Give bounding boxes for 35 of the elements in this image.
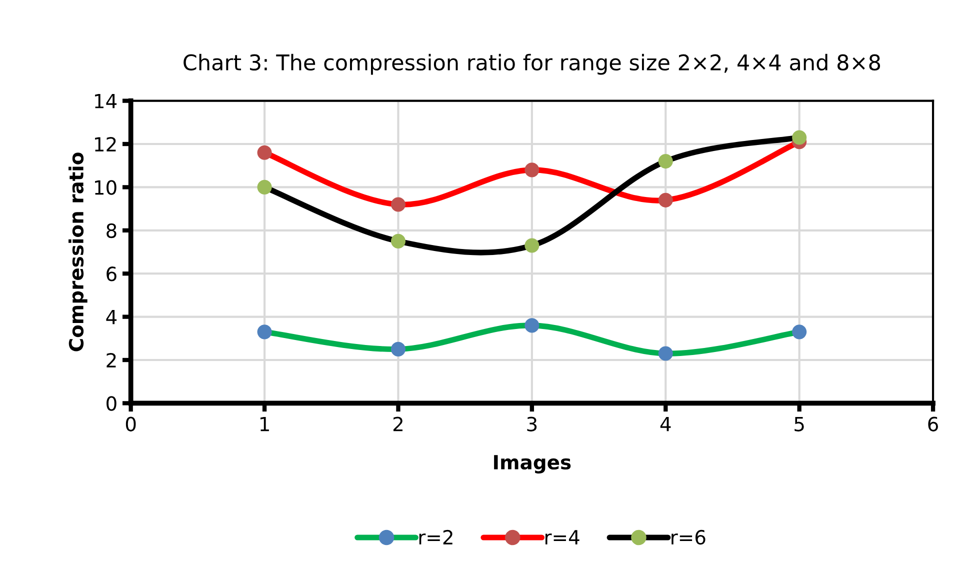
x-tick-label: 4 <box>660 416 671 432</box>
x-tick-label: 2 <box>393 416 402 432</box>
y-tick-label: 12 <box>95 136 116 152</box>
x-tick-label: 6 <box>928 416 938 432</box>
y-tick-label: 2 <box>106 352 116 368</box>
y-tick-label: 4 <box>106 310 117 324</box>
x-tick-label: 1 <box>260 416 269 432</box>
legend-label: r=2 <box>419 530 452 544</box>
y-tick-label: 6 <box>106 266 116 282</box>
y-tick-label: 8 <box>106 223 116 238</box>
x-tick-label: 0 <box>126 416 136 432</box>
x-tick-label: 5 <box>794 416 804 432</box>
point <box>257 180 272 194</box>
point <box>390 234 406 248</box>
x-axis-title: Images <box>494 455 571 474</box>
point <box>390 342 406 356</box>
point <box>524 318 540 333</box>
legend-label: r=6 <box>672 530 706 545</box>
chart-title: Chart 3: The compression ratio for range size 2×2, 4×4 and 8×8 <box>184 54 880 75</box>
y-tick-label: 10 <box>95 180 116 195</box>
point <box>792 324 807 340</box>
point <box>390 197 406 212</box>
point <box>524 238 540 253</box>
point <box>658 346 673 361</box>
point <box>658 154 673 169</box>
y-tick-label: 14 <box>95 94 117 108</box>
point <box>658 192 673 208</box>
legend-label: r=4 <box>546 530 580 544</box>
x-tick-label: 3 <box>527 416 537 432</box>
y-axis-title: Compression ratio <box>68 152 88 352</box>
point <box>792 130 807 145</box>
point <box>257 324 272 340</box>
y-tick-label: 0 <box>106 396 116 411</box>
point <box>524 162 540 178</box>
point <box>257 145 272 160</box>
